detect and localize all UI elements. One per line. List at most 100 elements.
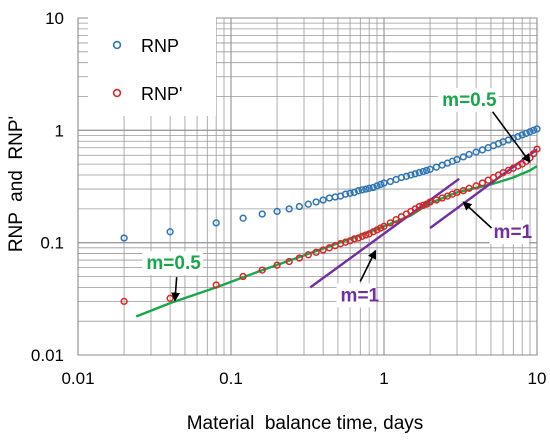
rnp-point: [362, 185, 370, 193]
rnp-point: [514, 132, 522, 141]
rnp-prime-point: [258, 266, 266, 274]
rnp-point: [285, 205, 293, 213]
rnp-point: [432, 163, 441, 171]
fit-line-m1-1: [309, 177, 460, 289]
annotation-bg: [438, 87, 499, 112]
annotation-arrow: [492, 111, 531, 164]
rnp-prime-point: [239, 272, 247, 281]
rnp-point: [465, 150, 473, 159]
rnp-point: [386, 177, 394, 186]
rnp-prime-point: [285, 257, 293, 266]
rnp-prime-point: [354, 234, 363, 242]
rnp-point: [295, 202, 304, 211]
y-tick-label: 1: [55, 121, 64, 140]
tick-labels: 0.01 0.1 1 10 0.01 0.1 1 10: [31, 9, 547, 388]
rnp-prime-point: [478, 179, 487, 187]
legend-label-rnp: RNP: [141, 36, 179, 56]
x-tick-label: 0.1: [219, 369, 243, 388]
rnp-point: [407, 171, 415, 179]
y-axis-title: RNP and RNP': [6, 116, 27, 252]
rnp-point: [341, 190, 350, 198]
rnp-point: [459, 153, 467, 161]
rnp-point: [346, 189, 354, 197]
rnp-prime-point: [350, 235, 358, 243]
rnp-point: [419, 167, 427, 176]
rnp-prime-point: [459, 187, 467, 195]
annotation-label: m=0.5: [442, 90, 497, 111]
rnp-point: [402, 172, 411, 180]
rnp-point: [526, 128, 534, 136]
annotation-arrow: [462, 201, 493, 229]
legend-marker-rnp: [112, 40, 122, 50]
rnp-point: [369, 183, 377, 192]
rnp-point: [518, 131, 526, 139]
rnp-prime-point: [373, 226, 381, 234]
rnp-prime-point: [426, 198, 434, 206]
rnp-point: [312, 198, 320, 206]
rnp-prime-point: [295, 254, 304, 262]
rnp-point: [411, 170, 419, 178]
rnp-prime-point: [419, 201, 427, 209]
rnp-point: [319, 196, 327, 204]
rnp-point: [522, 129, 530, 138]
annotation-bg: [489, 220, 530, 245]
rnp-point: [376, 180, 385, 189]
fit-line-m05-0: [135, 165, 538, 318]
y-tick-label: 10: [45, 9, 64, 28]
rnp-point: [373, 182, 381, 190]
legend-marker-rnp-prime: [112, 88, 122, 98]
rnp-prime-point: [273, 261, 281, 269]
annotation-arrow: [171, 277, 181, 302]
x-axis-title: Material balance time, days: [187, 413, 424, 434]
rnp-prime-point: [312, 248, 320, 256]
rnp-point: [258, 210, 266, 218]
rnp-prime-point: [472, 182, 480, 190]
annotation-label: m=1: [494, 222, 533, 243]
rnp-prime-point: [212, 281, 220, 289]
rnp-prime-point: [529, 150, 538, 158]
rnp-prime-point: [386, 219, 394, 227]
rnp-point: [273, 207, 281, 216]
rnp-point: [166, 228, 174, 236]
rnp-prime-point: [341, 238, 350, 246]
rnp-prime-point: [392, 216, 400, 224]
annotation-bg: [336, 283, 377, 308]
legend-box: [88, 14, 216, 116]
rnp-prime-point: [362, 231, 370, 239]
rnp-point: [533, 125, 541, 133]
rnp-point: [529, 126, 538, 134]
x-tick-label: 10: [528, 369, 547, 388]
rnp-point: [380, 179, 388, 187]
rnp-point: [358, 186, 366, 194]
rnp-point: [472, 148, 480, 156]
rnp-prime-point: [465, 184, 473, 192]
rnp-point: [354, 187, 363, 195]
rnp-prime-point: [380, 222, 388, 230]
rnp-prime-point: [453, 188, 461, 197]
rnp-point: [212, 219, 220, 227]
rnp-point: [325, 194, 334, 202]
rnp-point: [422, 166, 431, 175]
rnp-prime-point: [533, 145, 541, 153]
annotation-label: m=0.5: [146, 253, 201, 274]
rnp-point: [120, 234, 128, 242]
annotations: m=0.5 m=0.5 m=1 m=1: [142, 87, 533, 308]
legend-label-rnp-prime: RNP': [141, 84, 182, 104]
x-tick-label: 0.01: [61, 369, 94, 388]
rnp-point: [365, 184, 373, 192]
y-tick-label: 0.1: [40, 234, 64, 253]
annotation-label: m=1: [341, 285, 380, 306]
rnp-point: [453, 155, 461, 164]
rnp-prime-point: [415, 202, 423, 211]
y-tick-label: 0.01: [31, 346, 64, 365]
plot-area-frame: [77, 17, 538, 356]
annotation-arrow: [359, 249, 377, 282]
rnp-prime-point: [120, 297, 128, 306]
rnp-prime-point: [369, 228, 377, 236]
rnp-point: [350, 188, 358, 197]
rnp-point: [415, 169, 423, 177]
annotation-bg: [142, 251, 203, 276]
rnp-prime-point: [304, 251, 312, 259]
